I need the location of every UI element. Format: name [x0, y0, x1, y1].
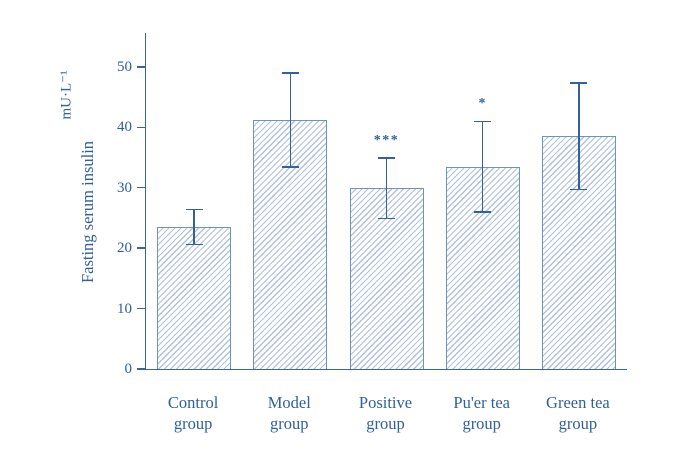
error-bar-cap-top [378, 157, 395, 159]
x-axis-category-label: Pu'er tea group [427, 392, 537, 434]
x-axis-category-label-line: group [366, 414, 405, 433]
error-bar-cap-bottom [185, 243, 203, 246]
significance-marker: * [478, 96, 487, 112]
error-bar-cap-bottom [570, 188, 588, 191]
y-axis-unit-label: mU·L⁻¹ [58, 70, 75, 120]
x-axis-category-label-line: Model [267, 393, 311, 412]
x-axis-category-label: Green tea group [523, 392, 633, 434]
error-bar-cap-top [281, 72, 299, 74]
error-bar-cap-bottom [474, 211, 492, 213]
y-axis-tick [136, 66, 145, 68]
y-axis-tick-label: 40 [117, 119, 132, 136]
x-axis-category-label-line: Green tea [546, 393, 610, 412]
y-axis-tick-label: 10 [117, 300, 132, 317]
y-axis-tick [136, 247, 145, 249]
y-axis-tick [136, 368, 145, 370]
x-axis-category-label-line: group [173, 414, 213, 433]
x-axis-category-label-line: group [270, 414, 309, 433]
plot-area: 0 10 20 30 40 50 *** * [117, 33, 627, 377]
y-axis-tick-label: 30 [117, 179, 132, 196]
x-axis-category-label-line: Positive [358, 393, 413, 412]
error-bar-cap-top [185, 208, 203, 211]
significance-marker: *** [373, 133, 400, 149]
y-axis-tick [136, 186, 145, 189]
x-axis-category-label: Control group [138, 392, 248, 434]
x-axis-category-label-line: Pu'er tea [453, 393, 510, 412]
error-bar-line [289, 72, 292, 168]
x-axis-category-label-line: Control [167, 393, 219, 412]
error-bar-cap-bottom [281, 166, 299, 168]
error-bar-cap-bottom [378, 217, 395, 220]
y-axis-tick [136, 307, 145, 310]
error-bar-cap-top [570, 82, 588, 84]
error-bar-cap-top [474, 120, 492, 122]
y-axis-tick-label: 50 [117, 58, 132, 75]
x-axis-category-label: Model group [234, 392, 344, 434]
y-axis-tick [136, 126, 145, 129]
error-bar-line [385, 158, 388, 219]
x-axis-category-label-line: group [558, 414, 598, 433]
y-axis-tick-label: 0 [124, 361, 133, 377]
error-bar-line [481, 121, 484, 212]
y-axis-tick-label: 20 [117, 240, 132, 257]
bar [157, 227, 232, 369]
error-bar-line [193, 209, 195, 245]
y-axis-title: Fasting serum insulin [78, 140, 97, 284]
x-axis-category-label: Positive group [331, 392, 441, 434]
error-bar-line [578, 83, 580, 190]
x-axis-category-label-line: group [462, 414, 501, 433]
